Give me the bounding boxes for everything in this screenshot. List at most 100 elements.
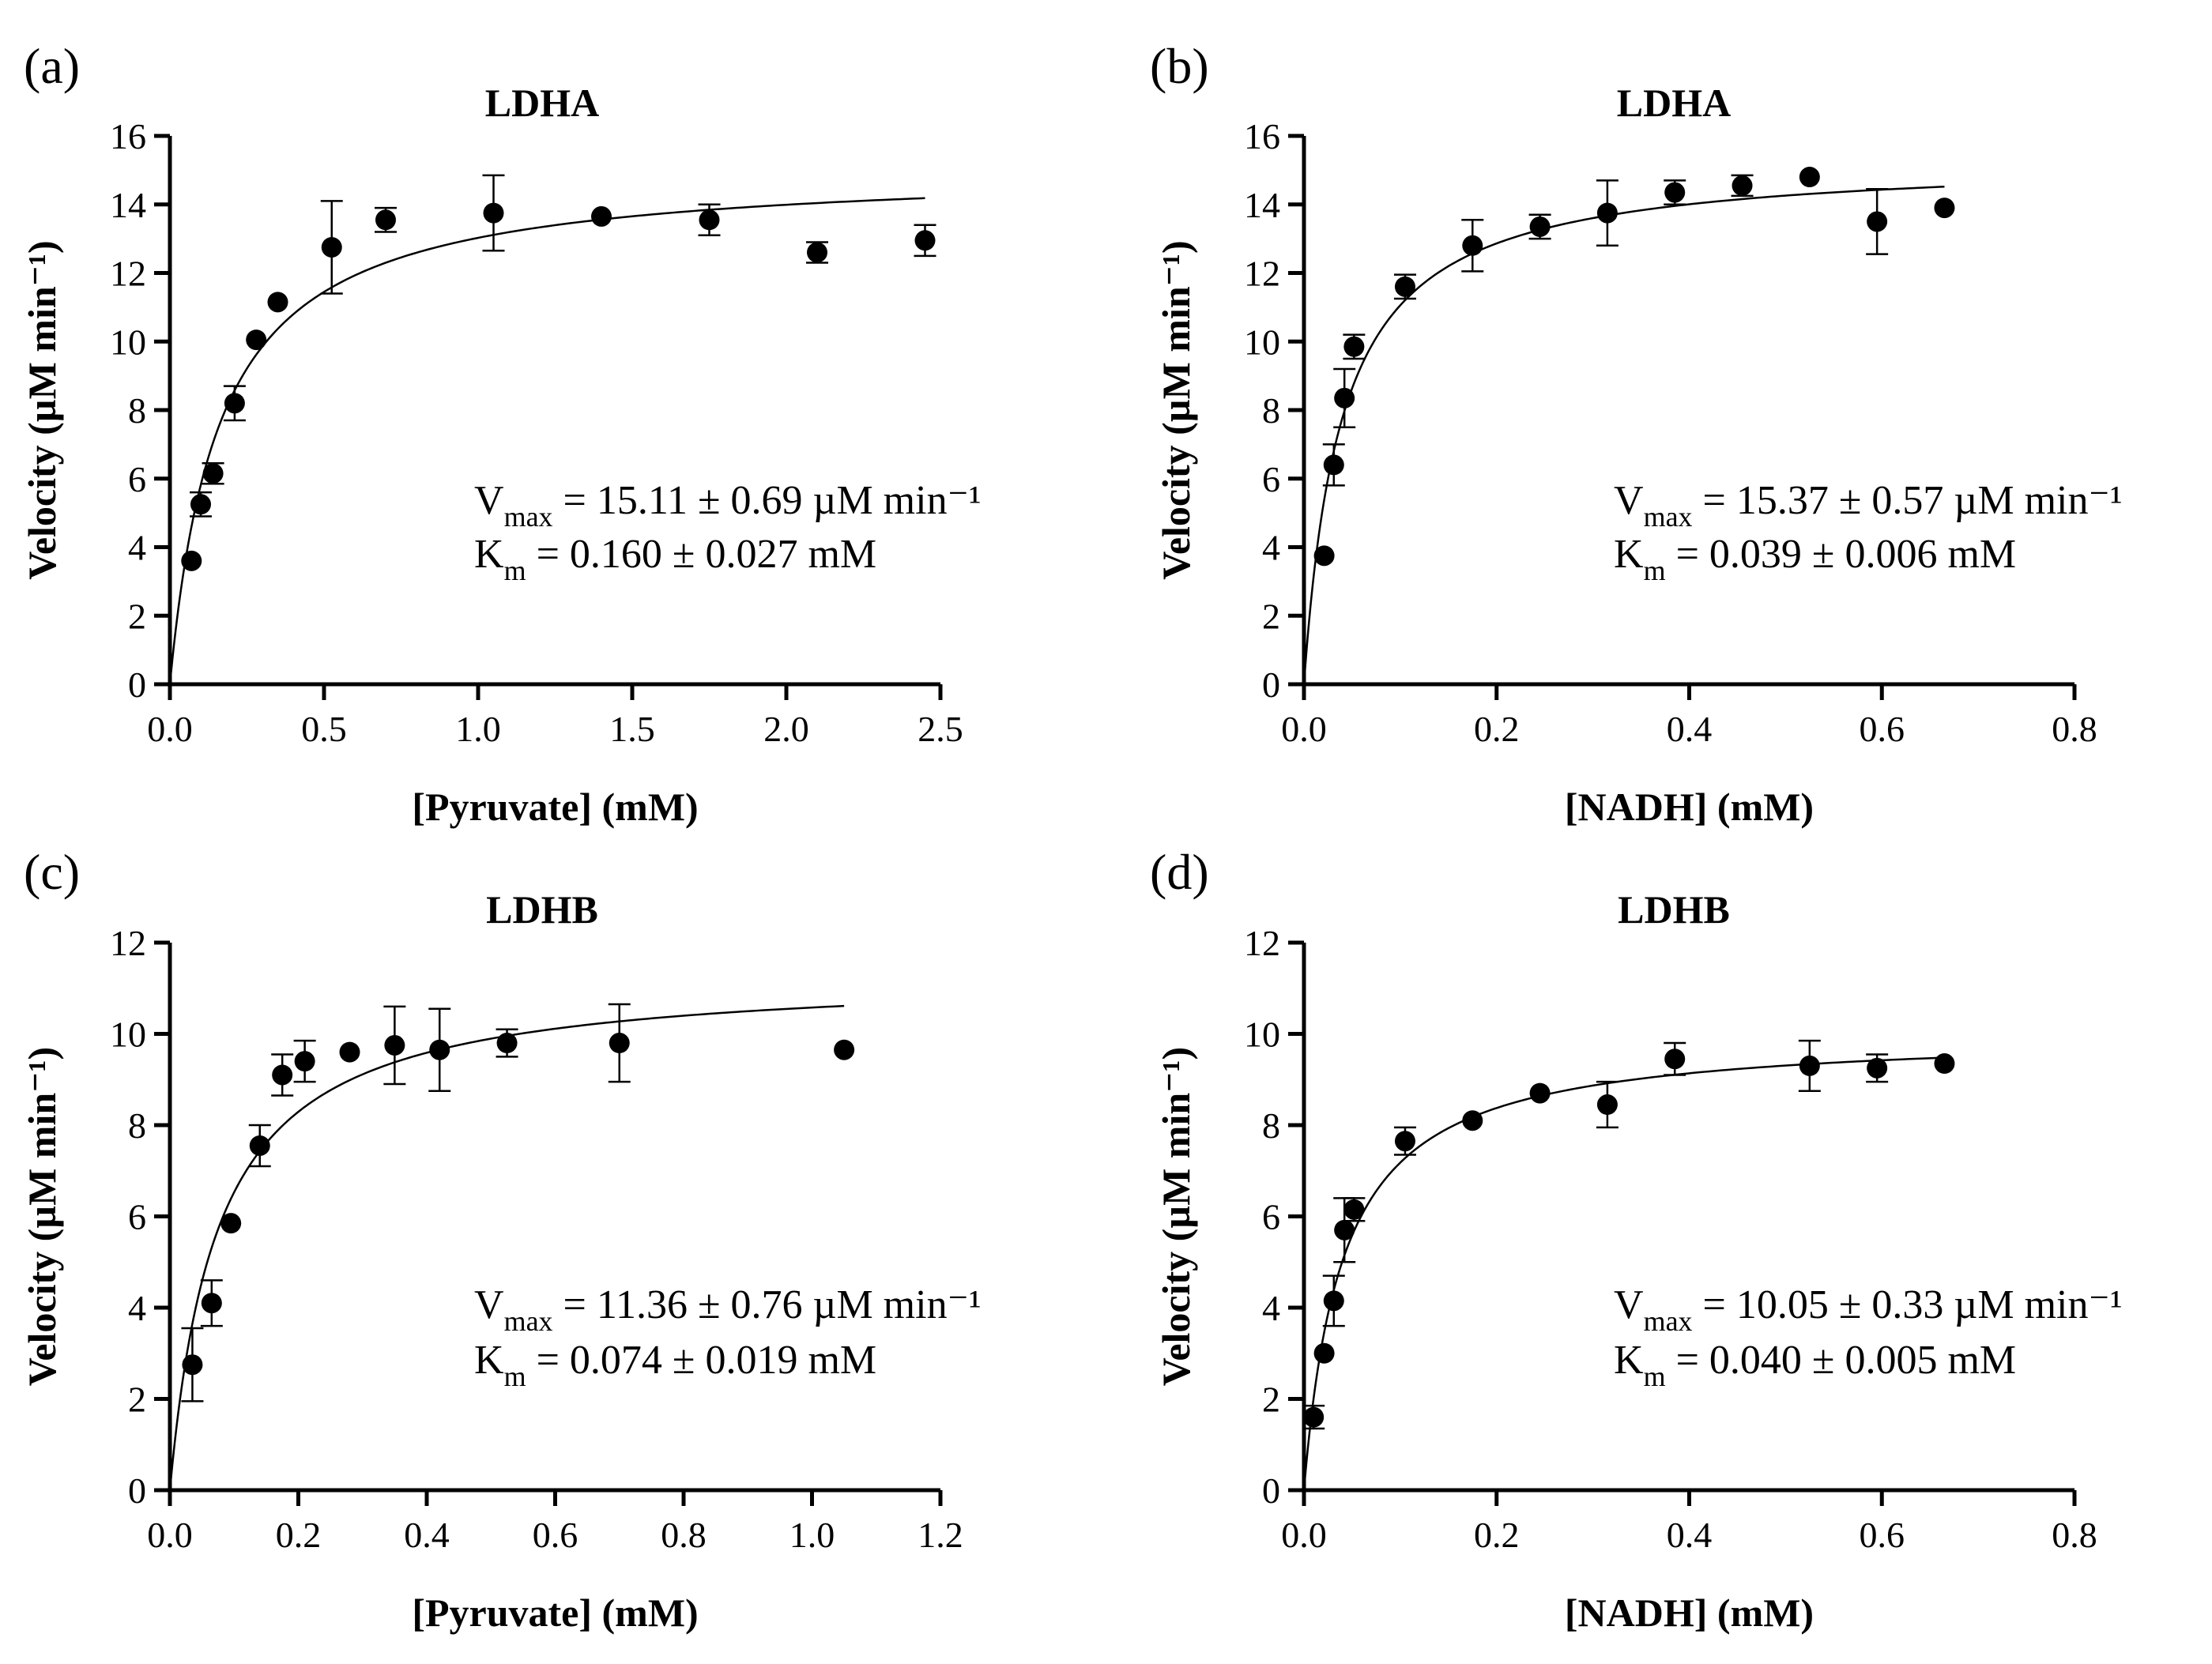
data-point [1664, 182, 1686, 203]
y-tick-label: 6 [128, 459, 146, 499]
data-point [1799, 167, 1820, 188]
x-tick-label: 2.5 [918, 709, 963, 749]
y-tick-label: 10 [1244, 322, 1280, 362]
x-tick-label: 1.2 [918, 1515, 963, 1555]
km-annotation: Km = 0.074 ± 0.019 mM [474, 1338, 876, 1392]
data-point [496, 1033, 518, 1054]
data-point [807, 242, 827, 263]
vmax-value: = 15.11 ± 0.69 µM min⁻¹ [553, 478, 982, 523]
x-tick-label: 0.0 [147, 709, 193, 749]
panel-letter: (a) [24, 38, 80, 94]
vmax-value: = 10.05 ± 0.33 µM min⁻¹ [1693, 1282, 2123, 1327]
data-point [1934, 198, 1955, 219]
y-tick-label: 12 [1244, 254, 1280, 294]
vmax-symbol: V [474, 1282, 504, 1327]
data-point [321, 236, 342, 258]
x-tick-label: 0.4 [1667, 1515, 1713, 1555]
data-point [384, 1034, 405, 1056]
data-point [429, 1039, 450, 1060]
data-point [1313, 545, 1335, 567]
fit-curve [1302, 186, 1945, 685]
vmax-symbol: V [1614, 478, 1644, 523]
y-tick-label: 6 [1262, 459, 1280, 499]
km-subscript: m [504, 1361, 526, 1392]
x-tick-label: 0.4 [404, 1515, 450, 1555]
km-annotation: Km = 0.160 ± 0.027 mM [474, 532, 876, 586]
x-tick-label: 0.8 [661, 1515, 707, 1555]
data-point [1303, 1406, 1325, 1428]
vmax-annotation: Vmax = 11.36 ± 0.76 µM min⁻¹ [474, 1282, 982, 1337]
data-point [1799, 1055, 1820, 1076]
vmax-subscript: max [1644, 1305, 1693, 1337]
data-point [834, 1039, 855, 1060]
data-point [201, 1293, 222, 1314]
x-axis-label: [Pyruvate] (mM) [412, 1591, 698, 1635]
data-point [190, 494, 211, 515]
y-tick-label: 0 [1262, 664, 1280, 705]
chart-title: LDHA [1617, 81, 1731, 125]
km-subscript: m [1644, 555, 1666, 586]
y-tick-label: 12 [110, 254, 146, 294]
km-annotation: Km = 0.039 ± 0.006 mM [1614, 532, 2016, 586]
y-tick-label: 10 [110, 1015, 146, 1055]
km-symbol: K [474, 532, 504, 577]
x-tick-label: 0.2 [1474, 1515, 1520, 1555]
panel-letter: (b) [1150, 38, 1209, 94]
vmax-subscript: max [1644, 501, 1693, 533]
y-axis-label: Velocity (µM min⁻¹) [20, 240, 64, 579]
data-point [246, 329, 267, 351]
km-value: = 0.040 ± 0.005 mM [1666, 1338, 2017, 1383]
data-point [1313, 1342, 1335, 1364]
y-tick-label: 4 [1262, 528, 1280, 568]
x-tick-label: 0.0 [1281, 1515, 1327, 1555]
data-point [220, 1213, 242, 1234]
data-point [1323, 454, 1344, 476]
data-point [202, 463, 224, 484]
y-tick-label: 10 [110, 322, 146, 362]
y-tick-label: 4 [128, 528, 146, 568]
y-tick-label: 16 [110, 116, 146, 156]
y-tick-label: 2 [128, 596, 146, 636]
data-point [339, 1041, 360, 1063]
data-point [224, 393, 245, 414]
km-subscript: m [1644, 1361, 1666, 1392]
y-tick-label: 10 [1244, 1015, 1280, 1055]
km-value: = 0.160 ± 0.027 mM [526, 532, 877, 577]
data-point [1529, 1082, 1551, 1104]
x-tick-label: 0.4 [1667, 709, 1713, 749]
data-point [1334, 1219, 1355, 1240]
chart-panel-1: (a) LDHA 0 2 4 6 8 10 12 14 16 0.0 0.5 1.0 1.5 2.0 2.5 [P… [20, 38, 982, 829]
x-tick-label: 0.8 [2052, 1515, 2097, 1555]
data-point [375, 209, 396, 231]
km-subscript: m [504, 555, 526, 586]
y-axis-label: Velocity (µM min⁻¹) [1154, 240, 1198, 579]
data-point [1462, 1110, 1483, 1131]
chart-title: LDHA [485, 81, 599, 125]
y-tick-label: 16 [1244, 116, 1280, 156]
y-tick-label: 0 [1262, 1470, 1280, 1511]
vmax-subscript: max [504, 1305, 553, 1337]
vmax-value: = 11.36 ± 0.76 µM min⁻¹ [553, 1282, 982, 1327]
data-point [483, 202, 504, 224]
data-point [1596, 202, 1618, 224]
data-point [1664, 1048, 1686, 1070]
x-tick-label: 0.6 [533, 1515, 578, 1555]
x-axis-label: [NADH] (mM) [1565, 1591, 1814, 1635]
chart-title: LDHB [486, 887, 598, 932]
data-point [914, 230, 936, 251]
x-tick-label: 0.8 [2052, 709, 2097, 749]
y-tick-label: 14 [1244, 185, 1280, 225]
x-axis-label: [Pyruvate] (mM) [412, 785, 698, 829]
data-point [1323, 1290, 1344, 1312]
km-symbol: K [474, 1338, 504, 1383]
data-point [609, 1033, 630, 1054]
y-tick-label: 14 [110, 185, 146, 225]
y-tick-label: 2 [1262, 596, 1280, 636]
panel-letter: (d) [1150, 844, 1209, 900]
x-tick-label: 1.0 [789, 1515, 835, 1555]
data-point [1394, 276, 1415, 297]
data-point [699, 209, 720, 231]
data-point [1934, 1053, 1955, 1075]
data-point [181, 550, 202, 571]
km-symbol: K [1614, 532, 1644, 577]
